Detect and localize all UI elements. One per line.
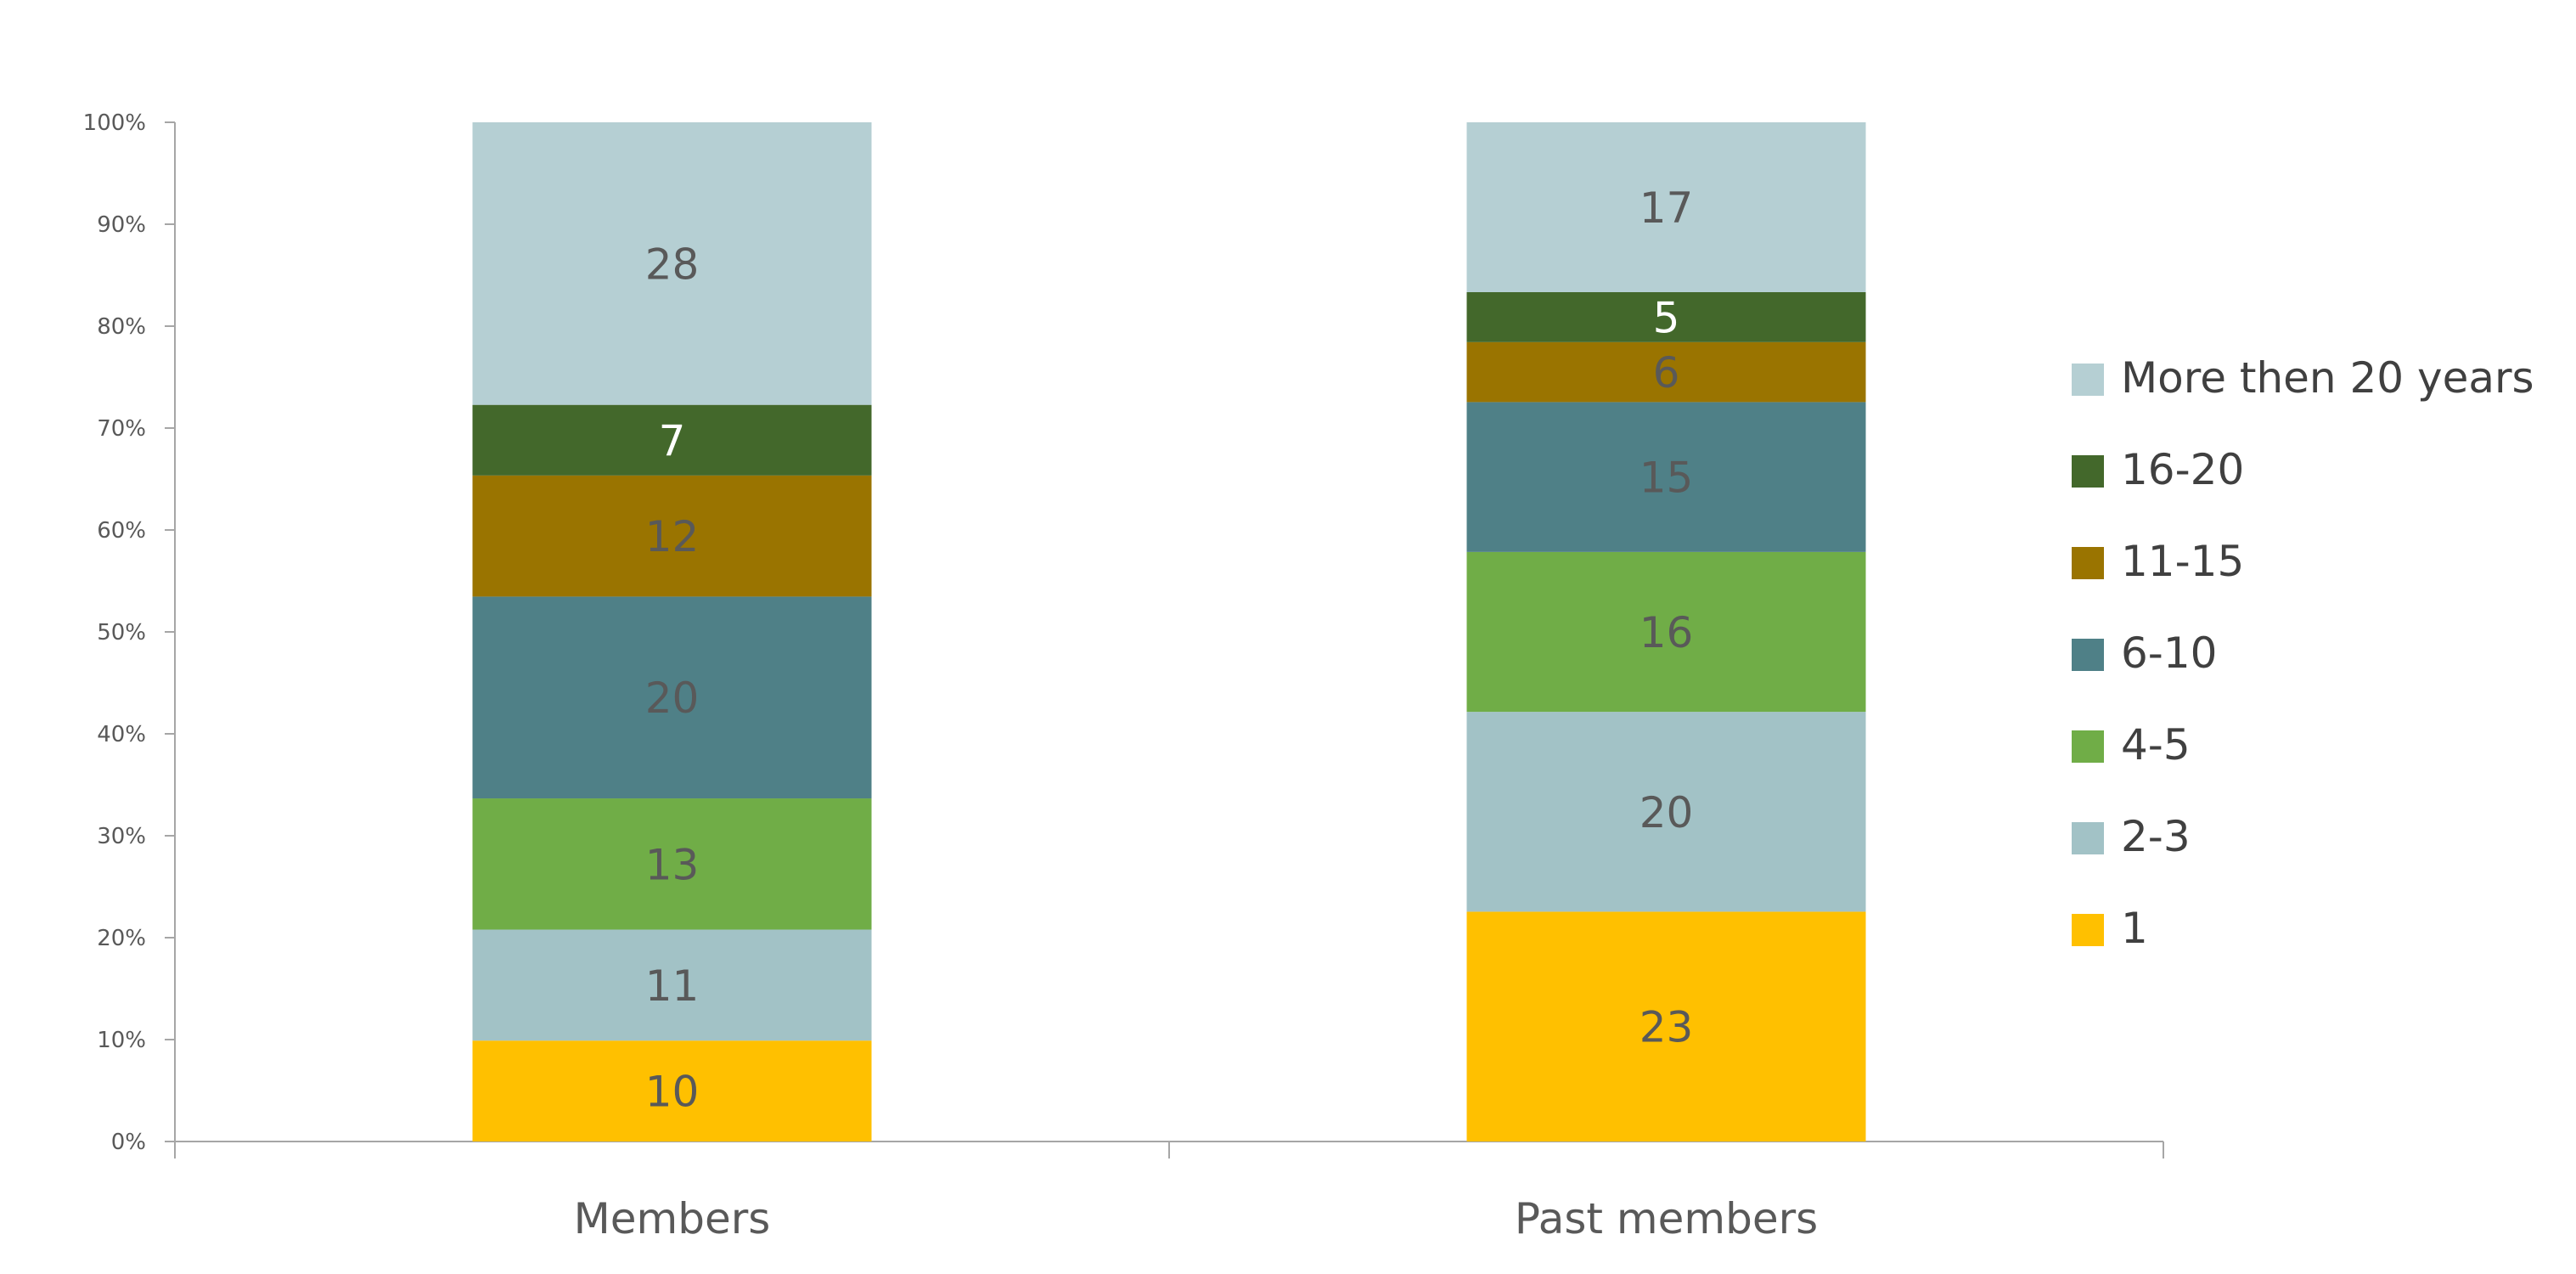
legend-label: 4-5 [2121, 720, 2191, 769]
legend-label: More then 20 years [2121, 353, 2534, 403]
data-label: 16 [1640, 608, 1694, 657]
data-label: 15 [1640, 454, 1694, 503]
y-tick-label: 70% [97, 416, 146, 442]
y-tick-label: 30% [97, 824, 146, 849]
legend-swatch [2072, 822, 2104, 854]
y-tick-label: 60% [97, 518, 146, 544]
chart-bars [472, 122, 1866, 1142]
bar-segment [1466, 292, 1866, 342]
bar-segment [1466, 402, 1866, 552]
chart-axes: 0% 10% 20% 30% 40% 50% 60% 70% 80% 90% 100% Members… [83, 110, 2164, 1243]
y-tick-label: 50% [97, 620, 146, 645]
bar-segment [472, 404, 872, 476]
data-label: 28 [645, 240, 700, 289]
legend-label: 6-10 [2121, 629, 2217, 678]
bar-segment [1466, 341, 1866, 403]
data-label: 11 [645, 961, 700, 1011]
bar-segment [472, 475, 872, 597]
x-category-label: Past members [1515, 1194, 1818, 1243]
legend-label: 16-20 [2121, 445, 2244, 494]
legend-swatch [2072, 364, 2104, 396]
y-tick-label: 80% [97, 314, 146, 340]
bar-segment [1466, 911, 1866, 1142]
data-label: 23 [1640, 1003, 1694, 1052]
legend-swatch [2072, 914, 2104, 946]
data-label: 13 [645, 840, 700, 889]
chart-legend: More then 20 years 16-20 11-15 6-10 4-5 2-3 1 [2072, 353, 2534, 953]
data-label: 12 [645, 512, 700, 561]
legend-swatch [2072, 730, 2104, 763]
legend-swatch [2072, 455, 2104, 488]
bar-segment [1466, 712, 1866, 912]
data-label: 6 [1653, 348, 1680, 397]
legend-label: 11-15 [2121, 537, 2244, 586]
legend-swatch [2072, 639, 2104, 671]
y-tick-label: 90% [97, 212, 146, 238]
bar-segment [472, 798, 872, 930]
bar-segment [1466, 122, 1866, 292]
y-tick-label: 100% [83, 110, 146, 136]
x-category-label: Members [574, 1194, 771, 1243]
data-label: 20 [1640, 788, 1694, 837]
y-tick-label: 10% [97, 1028, 146, 1053]
data-label: 20 [645, 674, 700, 723]
legend-label: 2-3 [2121, 812, 2191, 861]
chart-data-labels: 10 11 13 20 12 7 28 23 20 16 15 6 5 17 [645, 183, 1694, 1117]
bar-segment [472, 1040, 872, 1142]
legend-swatch [2072, 547, 2104, 579]
y-tick-label: 20% [97, 926, 146, 951]
y-tick-label: 0% [111, 1130, 146, 1155]
data-label: 7 [659, 416, 686, 465]
bar-segment [1466, 551, 1866, 713]
y-tick-label: 40% [97, 722, 146, 747]
legend-label: 1 [2121, 904, 2148, 953]
data-label: 5 [1653, 293, 1680, 342]
bar-segment [472, 122, 872, 405]
data-label: 10 [645, 1068, 700, 1117]
data-label: 17 [1640, 183, 1694, 233]
bar-segment [472, 596, 872, 799]
bar-segment [472, 929, 872, 1041]
